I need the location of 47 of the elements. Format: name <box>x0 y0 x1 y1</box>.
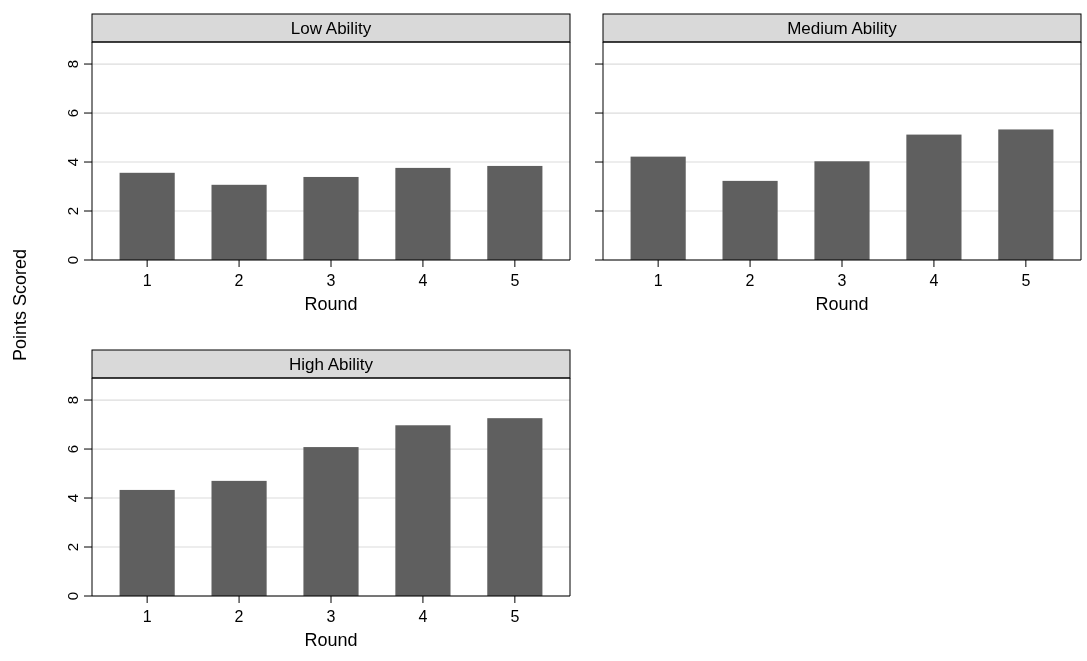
x-axis-title: Round <box>304 630 358 650</box>
bar <box>303 176 359 260</box>
y-tick-label: 6 <box>64 444 81 454</box>
y-tick-label: 8 <box>64 395 81 405</box>
x-tick-label: 2 <box>234 608 244 625</box>
chart-title: Low Ability <box>290 19 372 38</box>
bar <box>487 418 543 596</box>
bar <box>487 165 543 260</box>
x-tick-label: 2 <box>234 272 244 289</box>
bar <box>395 425 451 596</box>
y-tick-label: 2 <box>64 542 81 552</box>
bar <box>119 172 175 260</box>
bar <box>722 180 778 260</box>
chart-title: Medium Ability <box>787 19 898 38</box>
x-tick-label: 3 <box>837 272 847 289</box>
x-tick-label: 1 <box>142 608 152 625</box>
x-axis-title: Round <box>815 294 869 314</box>
x-axis-title: Round <box>304 294 358 314</box>
y-tick-label: 6 <box>64 108 81 118</box>
y-tick-label: 0 <box>64 255 81 265</box>
bar <box>998 129 1054 260</box>
x-tick-label: 4 <box>418 608 428 625</box>
bar <box>395 167 451 260</box>
y-tick-label: 2 <box>64 206 81 216</box>
x-tick-label: 3 <box>326 608 336 625</box>
x-tick-label: 3 <box>326 272 336 289</box>
y-tick-label: 4 <box>64 493 81 503</box>
x-tick-label: 5 <box>1021 272 1031 289</box>
x-tick-label: 2 <box>745 272 755 289</box>
x-tick-label: 5 <box>510 272 520 289</box>
x-tick-label: 4 <box>929 272 939 289</box>
y-tick-label: 0 <box>64 591 81 601</box>
bar <box>906 134 962 260</box>
x-tick-label: 1 <box>142 272 152 289</box>
bar <box>211 184 267 260</box>
bar <box>119 489 175 596</box>
x-tick-label: 5 <box>510 608 520 625</box>
x-tick-label: 1 <box>653 272 663 289</box>
y-tick-label: 4 <box>64 157 81 167</box>
y-tick-label: 8 <box>64 59 81 69</box>
bar <box>303 447 359 596</box>
bar <box>814 161 870 260</box>
y-axis-title: Points Scored <box>10 248 30 362</box>
x-tick-label: 4 <box>418 272 428 289</box>
chart-title: High Ability <box>288 355 374 374</box>
bar <box>211 480 267 596</box>
bar <box>630 156 686 260</box>
